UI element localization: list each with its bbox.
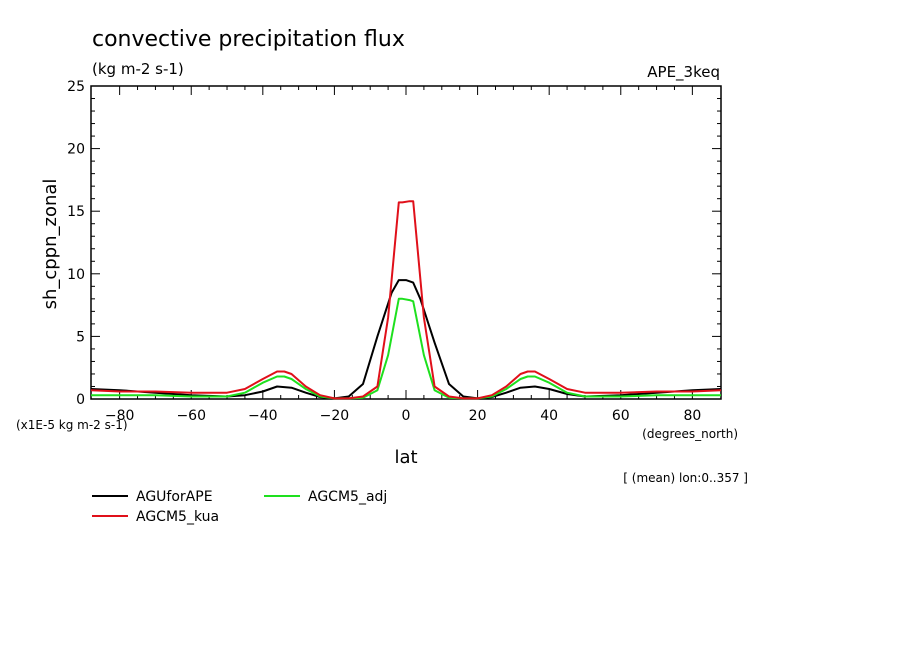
x-tick-label: 40 <box>540 408 558 424</box>
y-tick-label: 0 <box>76 392 85 408</box>
x-tick-label: 0 <box>402 408 411 424</box>
x-axis-units: (degrees_north) <box>642 427 738 441</box>
y-tick-label: 10 <box>67 267 85 283</box>
run-label: APE_3keq <box>647 63 720 82</box>
x-tick-label: 80 <box>683 408 701 424</box>
legend: AGUforAPE AGCM5_kua AGCM5_adj <box>92 489 387 525</box>
x-tick-label: −60 <box>176 408 206 424</box>
legend-entry: AGCM5_kua <box>136 509 219 525</box>
x-axis: −80 −60 −40 −20 0 20 40 60 80 <box>105 86 701 424</box>
y-tick-label: 15 <box>67 204 85 220</box>
x-tick-label: 60 <box>612 408 630 424</box>
legend-entry: AGCM5_adj <box>308 489 387 505</box>
x-tick-label: 20 <box>469 408 487 424</box>
series-line-aguforape <box>90 279 722 400</box>
y-tick-label: 25 <box>67 79 85 95</box>
x-tick-label: −80 <box>105 408 135 424</box>
y-axis-label: sh_cppn_zonal <box>40 179 61 310</box>
chart-subtitle: (kg m-2 s-1) <box>92 60 184 78</box>
plot-frame <box>90 85 722 400</box>
series-line-agcm5-kua <box>90 200 722 400</box>
y-axis-units: (x1E-5 kg m-2 s-1) <box>16 418 128 432</box>
x-tick-label: −40 <box>248 408 278 424</box>
series-layer <box>90 200 722 400</box>
x-tick-label: −20 <box>320 408 350 424</box>
y-axis: 0 5 10 15 20 25 <box>67 79 721 408</box>
footnote: [ (mean) lon:0..357 ] <box>623 471 748 485</box>
x-axis-label: lat <box>394 447 417 468</box>
y-tick-label: 20 <box>67 142 85 158</box>
y-tick-label: 5 <box>76 329 85 345</box>
chart-title: convective precipitation flux <box>92 27 405 52</box>
legend-entry: AGUforAPE <box>136 489 213 505</box>
series-line-agcm5-adj <box>91 297 721 400</box>
